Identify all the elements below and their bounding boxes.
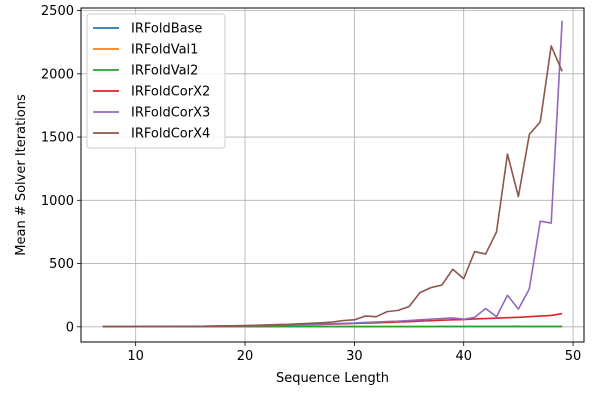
- series-lines: [102, 20, 563, 328]
- legend: IRFoldBase IRFoldVal1 IRFoldVal2 IRFoldCorX…: [86, 13, 226, 149]
- legend-label: IRFoldVal2: [131, 64, 198, 79]
- series-line-irfoldcorx4: [102, 45, 563, 328]
- legend-label: IRFoldCorX4: [131, 127, 210, 142]
- y-tick-label: 2500: [41, 4, 74, 19]
- x-tick-label: 40: [455, 349, 472, 364]
- y-tick-label: 0: [66, 320, 74, 335]
- y-tick-label: 500: [49, 257, 74, 272]
- plot-frame: [80, 7, 585, 343]
- y-axis-label: Mean # Solver Iterations: [14, 94, 29, 256]
- y-tick-label: 1500: [41, 131, 74, 146]
- x-axis-label: Sequence Length: [276, 371, 389, 386]
- legend-label: IRFoldCorX3: [131, 106, 210, 121]
- legend-label: IRFoldBase: [131, 22, 202, 37]
- x-tick-label: 10: [127, 349, 144, 364]
- x-axis-ticks: 10 20 30 40 50: [127, 342, 581, 364]
- legend-label: IRFoldCorX2: [131, 85, 210, 100]
- y-tick-label: 1000: [41, 194, 74, 209]
- legend-label: IRFoldVal1: [131, 43, 198, 58]
- x-tick-label: 50: [565, 349, 582, 364]
- x-tick-label: 20: [237, 349, 254, 364]
- y-tick-label: 2000: [41, 67, 74, 82]
- legend-box: [86, 13, 226, 149]
- y-axis-ticks: 0 500 1000 1500 2000 2500: [41, 4, 81, 335]
- x-tick-label: 30: [346, 349, 363, 364]
